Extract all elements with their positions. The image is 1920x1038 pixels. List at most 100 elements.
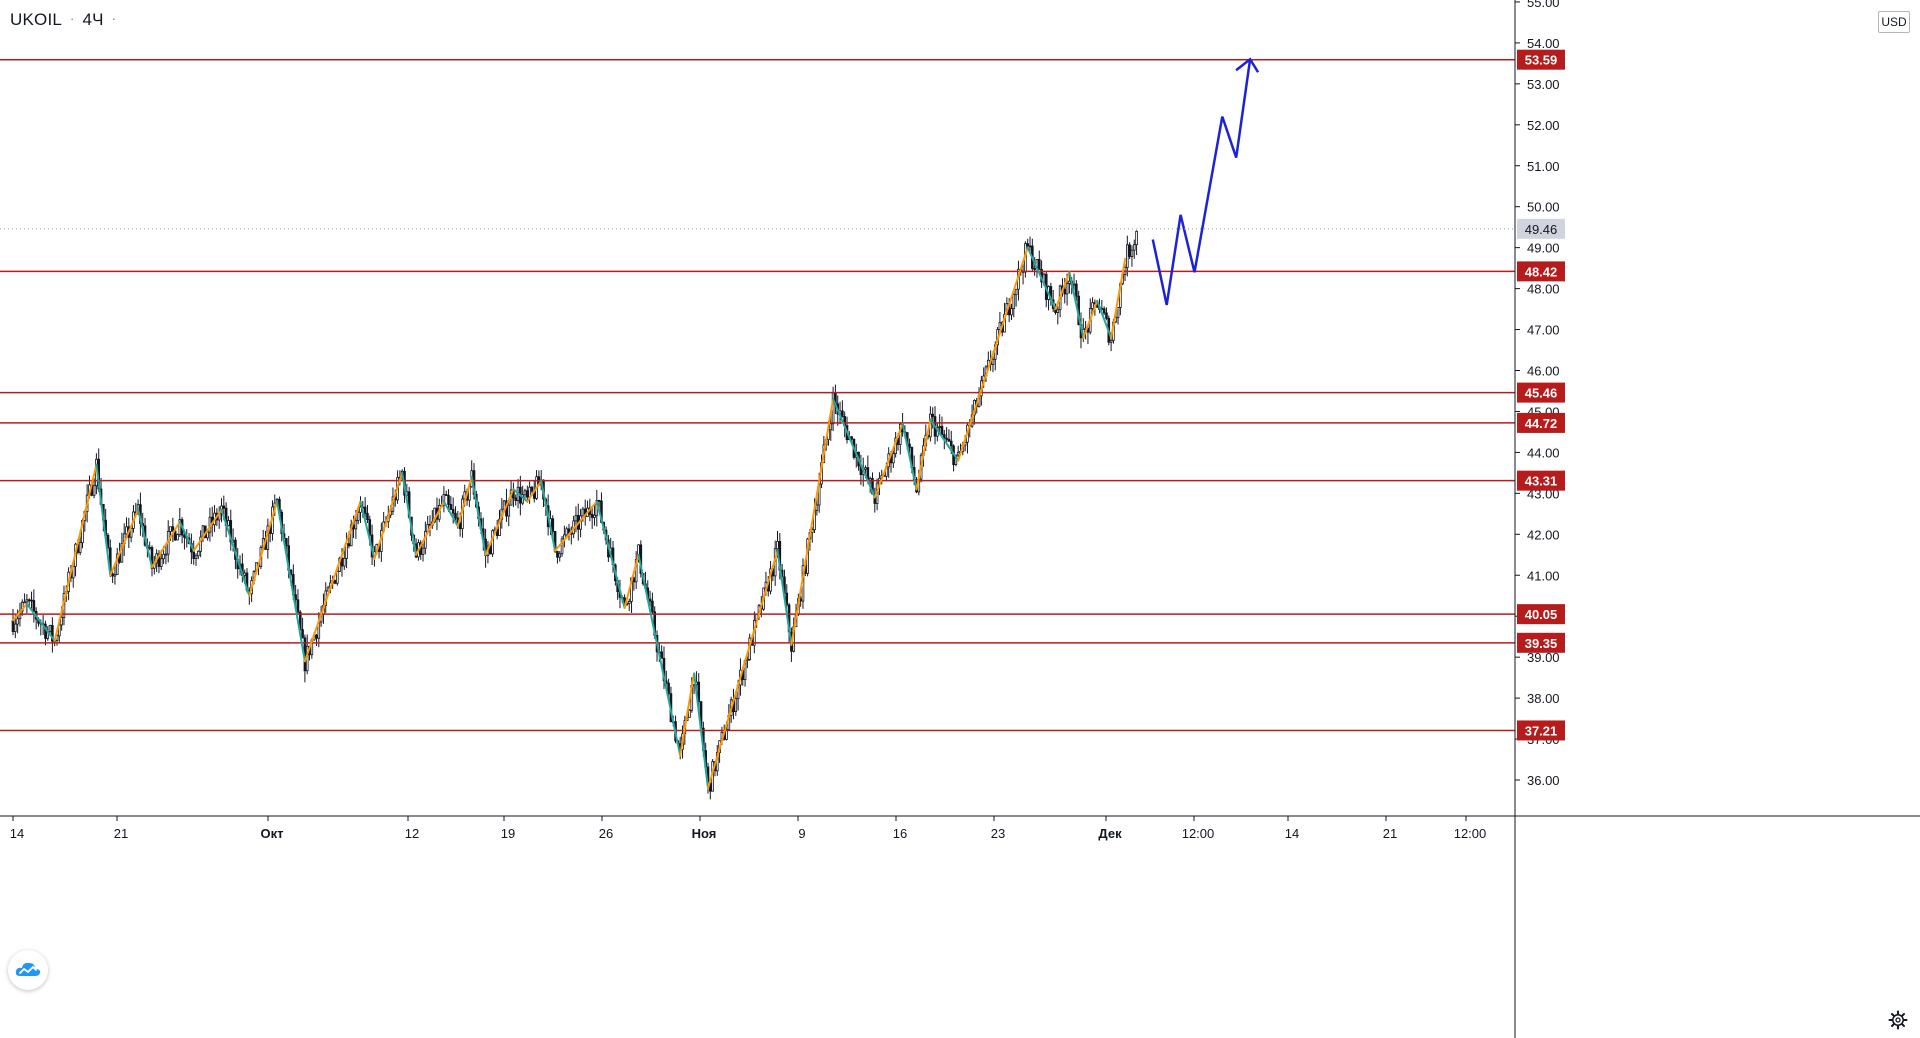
candle xyxy=(199,530,202,558)
zigzag-segment xyxy=(512,488,529,503)
candle-body xyxy=(354,520,358,530)
candle xyxy=(461,495,464,538)
candle xyxy=(197,550,200,560)
level-label: 44.72 xyxy=(1525,416,1558,431)
candle-body xyxy=(908,443,911,448)
candle-body xyxy=(349,524,353,547)
time-tick-label: 19 xyxy=(501,826,515,841)
price-tick-label: 55.00 xyxy=(1527,0,1560,10)
currency-badge[interactable]: USD xyxy=(1878,11,1910,33)
candle xyxy=(1033,257,1036,276)
candle-body xyxy=(1135,230,1138,246)
zigzag-segment xyxy=(220,508,251,597)
projection-arrowhead xyxy=(1235,57,1260,73)
candle xyxy=(111,571,114,583)
candle xyxy=(931,407,935,429)
candle xyxy=(30,591,33,609)
candle-body xyxy=(106,534,110,549)
candle-body xyxy=(363,506,367,514)
candle-body xyxy=(178,519,182,535)
candle-body xyxy=(11,619,15,632)
candle-body xyxy=(947,438,951,442)
candle xyxy=(194,553,198,566)
candle-body xyxy=(1072,283,1076,286)
zigzag-segment xyxy=(915,418,932,491)
candle xyxy=(113,564,117,585)
candle xyxy=(449,496,453,511)
zigzag-segment xyxy=(637,553,682,757)
candle xyxy=(359,496,362,523)
candle-body xyxy=(998,322,1002,330)
candle xyxy=(535,470,538,500)
zigzag-segment xyxy=(137,508,153,569)
price-tick-label: 54.00 xyxy=(1527,36,1560,51)
candle-body xyxy=(841,410,844,417)
current-price-label: 49.46 xyxy=(1525,222,1558,237)
interval-label: 4Ч xyxy=(82,10,104,29)
candle xyxy=(512,482,515,508)
tradingview-cloud-icon[interactable] xyxy=(8,950,48,990)
candle-body xyxy=(359,506,362,513)
candle xyxy=(595,489,599,527)
candle-body xyxy=(125,526,128,535)
candle xyxy=(150,545,154,577)
candle-body xyxy=(938,425,941,428)
candle-body xyxy=(454,512,457,519)
time-tick-label: 12 xyxy=(405,826,419,841)
candle xyxy=(956,445,960,457)
candle-body xyxy=(159,558,163,567)
candle-body xyxy=(27,599,31,602)
candle xyxy=(1010,303,1013,321)
level-label-bg xyxy=(1517,49,1565,70)
time-tick-label: 9 xyxy=(798,826,805,841)
candle-body xyxy=(815,504,819,511)
candle xyxy=(442,486,446,513)
price-tick-label: 46.00 xyxy=(1527,364,1560,379)
candle-body xyxy=(315,634,318,639)
zigzag-segment xyxy=(151,521,181,569)
candle xyxy=(349,519,353,547)
candle-body xyxy=(1102,308,1106,314)
candle xyxy=(651,592,654,614)
candle-body xyxy=(194,555,198,559)
candle-body xyxy=(940,425,944,436)
candle-body xyxy=(551,518,555,532)
candle-body xyxy=(78,542,82,553)
candle-body xyxy=(697,681,701,703)
candle-body xyxy=(688,709,691,718)
price-tick-label: 47.00 xyxy=(1527,323,1560,338)
candle-body xyxy=(1014,288,1018,296)
price-tick-label: 36.00 xyxy=(1527,773,1560,788)
candle-body xyxy=(32,600,36,612)
candle xyxy=(454,506,457,521)
candle xyxy=(697,673,701,709)
candle xyxy=(634,551,638,589)
gear-icon[interactable] xyxy=(1884,1006,1912,1034)
candle xyxy=(688,709,691,718)
candle xyxy=(206,531,209,541)
time-tick-label: 21 xyxy=(1383,826,1397,841)
zigzag-segment xyxy=(776,549,793,646)
price-tick-label: 39.00 xyxy=(1527,650,1560,665)
candle xyxy=(590,507,594,529)
candle-body xyxy=(864,467,867,470)
candle xyxy=(521,485,524,506)
candle-body xyxy=(1109,339,1113,343)
candle-body xyxy=(1126,244,1129,269)
candle xyxy=(940,416,944,438)
candle-body xyxy=(340,557,344,567)
candle-body xyxy=(162,553,165,560)
price-tick-label: 51.00 xyxy=(1527,159,1560,174)
candle xyxy=(1116,307,1120,325)
time-tick-label: Дек xyxy=(1098,826,1122,841)
candle xyxy=(1047,285,1050,311)
candle-body xyxy=(514,497,518,501)
zigzag-segment xyxy=(595,500,626,610)
candle xyxy=(1132,239,1136,259)
candle-body xyxy=(1116,307,1120,318)
candle xyxy=(1056,306,1060,325)
candle xyxy=(1135,230,1138,256)
level-label-bg xyxy=(1517,261,1565,282)
